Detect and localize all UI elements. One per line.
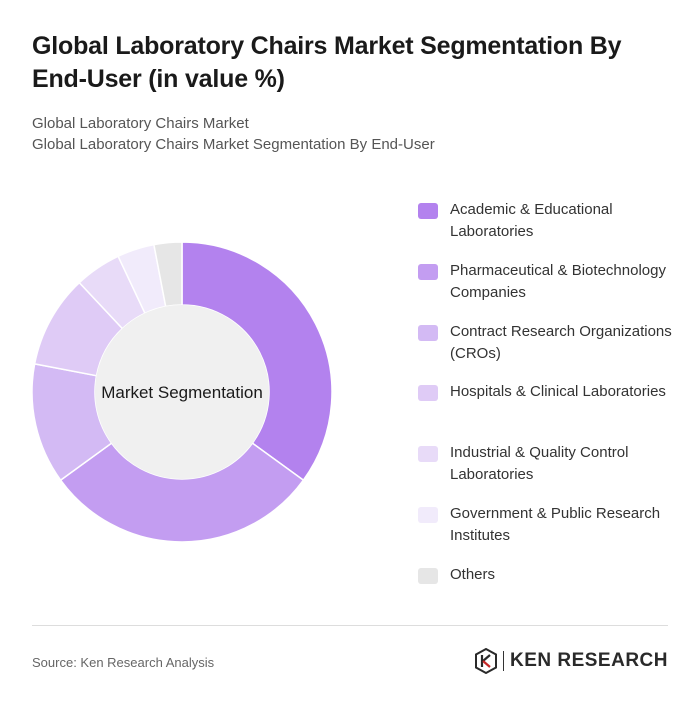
footer-divider [32,625,668,626]
legend-swatch [418,325,438,341]
subtitle-line-2: Global Laboratory Chairs Market Segmenta… [32,136,435,153]
donut-chart-svg: Market Segmentation [31,241,333,543]
legend-swatch [418,446,438,462]
legend-label: Contract Research Organizations (CROs) [450,323,672,362]
subtitle-line-1: Global Laboratory Chairs Market [32,115,249,132]
legend-item: Industrial & Quality Control Laboratorie… [418,442,688,486]
ken-research-logo-icon [474,648,497,674]
legend-swatch [418,568,438,584]
legend-item: Academic & Educational Laboratories [418,199,688,243]
legend-label: Government & Public Research Institutes [450,505,661,544]
legend-label: Others [450,566,496,583]
subtitle: Global Laboratory Chairs Market Global L… [32,113,672,155]
donut-chart: Market Segmentation [20,230,344,554]
legend-item: Government & Public Research Institutes [418,503,688,547]
legend-item: Others [418,564,688,586]
legend-swatch [418,203,438,219]
legend-swatch [418,385,438,401]
legend-item: Hospitals & Clinical Laboratories [418,381,688,403]
legend-item: Pharmaceutical & Biotechnology Companies [418,260,688,304]
legend-swatch [418,507,438,523]
brand-name: KEN RESEARCH [509,650,668,671]
legend-item: Contract Research Organizations (CROs) [418,321,688,365]
page-title: Global Laboratory Chairs Market Segmenta… [32,32,622,93]
legend-swatch [418,264,438,280]
brand-separator [502,651,504,671]
legend-label: Hospitals & Clinical Laboratories [450,383,666,400]
donut-center [95,305,269,479]
center-label: Market Segmentation [101,383,263,402]
legend-label: Academic & Educational Laboratories [450,201,613,240]
legend-label: Pharmaceutical & Biotechnology Companies [450,262,666,301]
brand: KEN RESEARCH [474,648,668,674]
source-note: Source: Ken Research Analysis [32,655,215,670]
legend-label: Industrial & Quality Control Laboratorie… [450,444,629,483]
